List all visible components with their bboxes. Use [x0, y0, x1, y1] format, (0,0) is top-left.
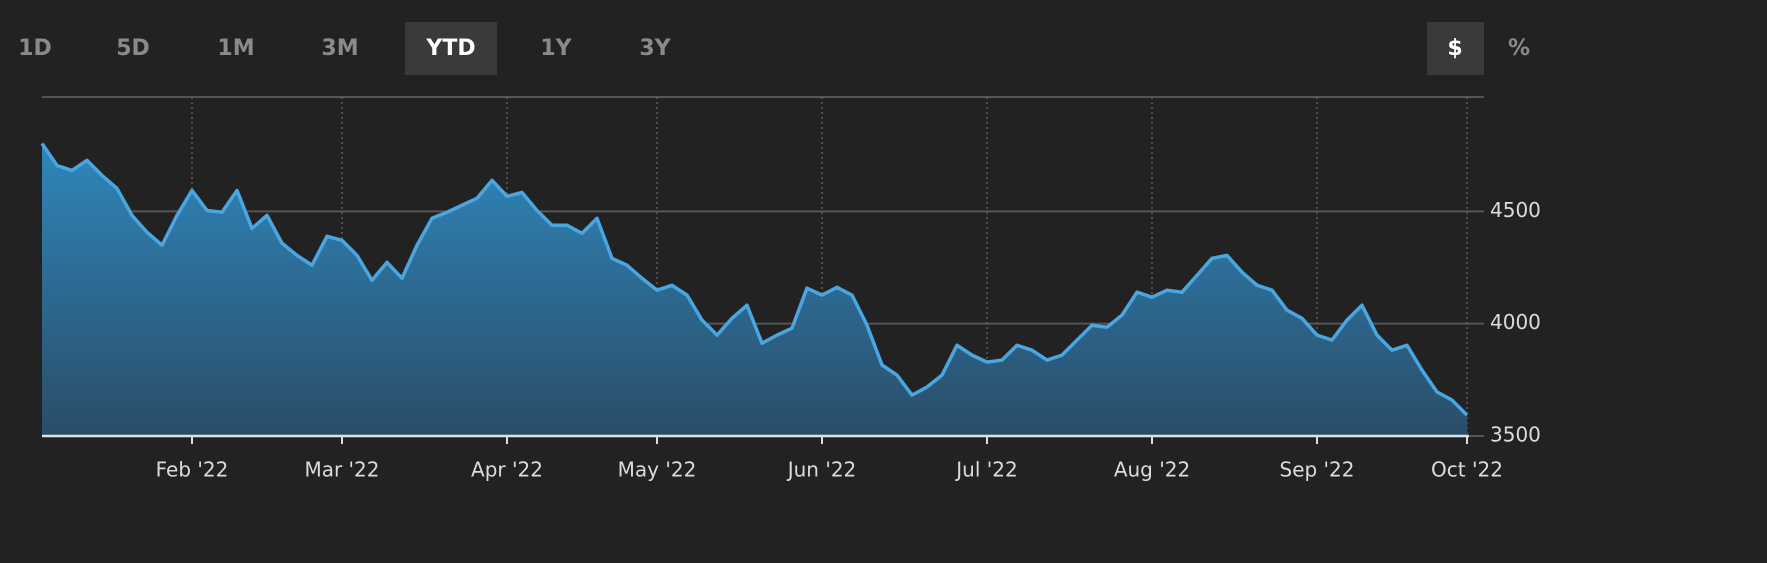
range-button[interactable]: 3M	[321, 36, 358, 61]
range-button[interactable]: 1M	[217, 36, 254, 61]
area-fill	[42, 143, 1467, 436]
x-tick-label: Sep '22	[1280, 458, 1355, 482]
unit-button-bg[interactable]	[1427, 22, 1484, 75]
range-button[interactable]: 5D	[116, 36, 150, 61]
y-tick-label: 3500	[1490, 423, 1541, 447]
range-button-bg[interactable]	[405, 22, 497, 75]
range-button[interactable]: 1Y	[540, 36, 572, 61]
price-line	[40, 142, 1469, 417]
range-button[interactable]: YTD	[425, 36, 475, 61]
range-button[interactable]: 1D	[18, 36, 52, 61]
x-tick-label: Feb '22	[156, 458, 229, 482]
y-tick-label: 4500	[1490, 198, 1541, 222]
x-tick-label: Aug '22	[1114, 458, 1190, 482]
x-tick-label: Apr '22	[471, 458, 543, 482]
range-button[interactable]: 3Y	[639, 36, 671, 61]
plot: 3500 4000 4500 Feb '22 Mar '22 Apr '22 May '22…	[40, 97, 1541, 482]
x-tick-label: Mar '22	[304, 458, 379, 482]
x-tick-label: Jul '22	[954, 458, 1017, 482]
x-tick-label: Jun '22	[786, 458, 857, 482]
unit-button[interactable]: $	[1447, 36, 1462, 61]
unit-button[interactable]: %	[1508, 36, 1530, 61]
x-tick-label: Oct '22	[1431, 458, 1503, 482]
y-tick-label: 4000	[1490, 310, 1541, 334]
toolbar: 1D 5D 1M 3M YTD 1Y 3Y $%	[18, 22, 1530, 75]
x-tick-label: May '22	[618, 458, 697, 482]
